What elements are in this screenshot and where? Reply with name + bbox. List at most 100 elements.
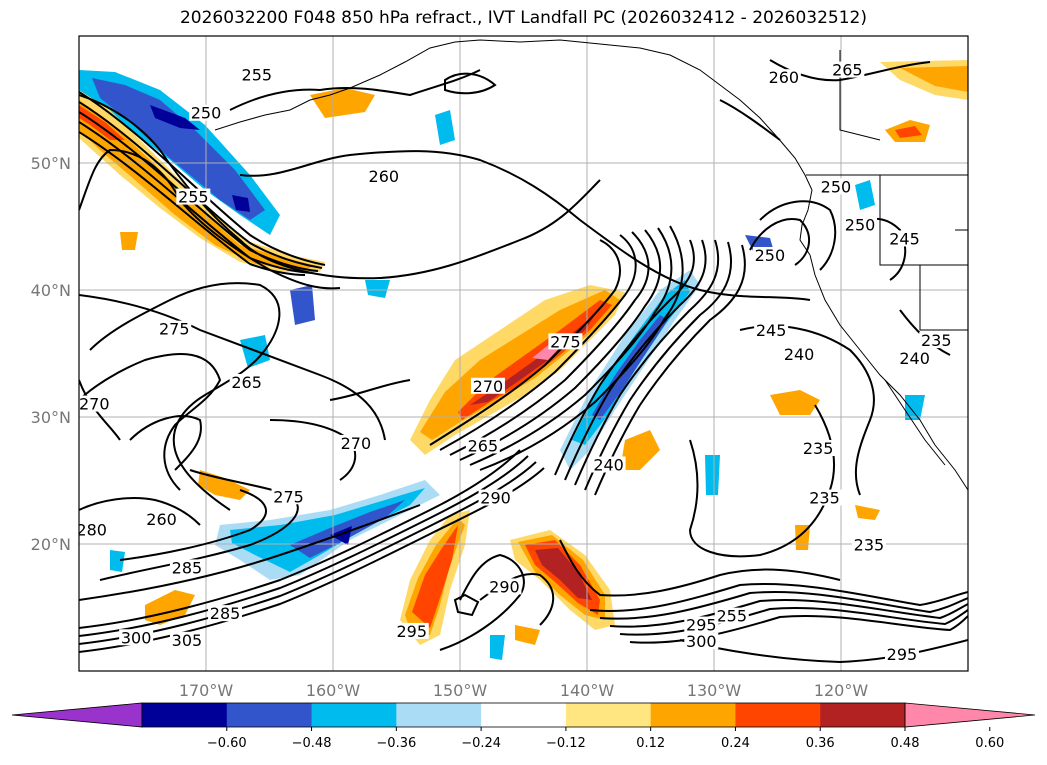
contour-label-bg [239, 66, 274, 83]
contour-line [89, 282, 281, 511]
contour-label: 275 [550, 332, 581, 351]
shade-negative [290, 285, 315, 325]
contour-label-bg [79, 521, 109, 538]
colorbar-segment [565, 703, 652, 727]
contour-line [688, 404, 836, 558]
contour-line [564, 239, 707, 481]
contour-line [79, 111, 319, 272]
contour-label: 260 [146, 510, 177, 529]
contour-label: 240 [899, 349, 930, 368]
contour-line [599, 591, 968, 620]
colorbar-tick-label: −0.48 [292, 736, 332, 751]
lon-tick-label: 170°W [179, 681, 234, 700]
contour-line [594, 244, 746, 496]
colorbar-segment [311, 703, 397, 727]
contour-line [79, 449, 521, 629]
chart-title: 2026032200 F048 850 hPa refract., IVT La… [179, 8, 867, 28]
axis-tick-labels: 170°W 160°W 150°W 140°W 130°W 120°W 20°N 30°N 40… [31, 154, 869, 700]
contour-label-bg [157, 320, 192, 337]
contour-label-bg [897, 349, 932, 366]
contour-line [719, 99, 781, 141]
contour-label-bg [176, 188, 211, 205]
coastline-baja [884, 379, 946, 466]
contour-label-bg [271, 488, 306, 505]
colorbar-tick-label: −0.24 [461, 736, 501, 751]
contour-line [129, 415, 202, 471]
colorbar-segment [735, 703, 821, 727]
colorbar-segment [142, 703, 228, 727]
contour-line [79, 121, 313, 274]
contour-label: 270 [79, 395, 110, 414]
contour-label-bg [366, 168, 401, 185]
contour-label: 235 [921, 331, 952, 350]
contour-label: 265 [468, 436, 499, 455]
contour-label-bg [684, 633, 719, 650]
contour-label: 245 [756, 321, 787, 340]
contour-label-bg [169, 631, 204, 648]
shade-negative [490, 635, 505, 660]
contour-label-bg [79, 395, 112, 412]
lon-tick-label: 120°W [814, 681, 869, 700]
shade-positive-core [535, 548, 592, 600]
contour-label-bg [752, 246, 787, 263]
contour-line [449, 231, 650, 456]
contour-label: 285 [210, 604, 241, 623]
shade-positive [145, 590, 195, 625]
map-frame [78, 35, 969, 672]
contour-label-bg [818, 178, 853, 195]
lat-tick-label: 20°N [31, 535, 71, 554]
contour-label: 270 [473, 377, 504, 396]
shade-negative [905, 395, 925, 420]
contour-label-bg [919, 332, 954, 349]
contour-label: 295 [396, 622, 427, 641]
contour-label-bg [338, 434, 373, 451]
contour-label-bg [119, 629, 154, 646]
contour-line [329, 379, 411, 401]
contour-line [679, 639, 968, 664]
shade-positive [855, 505, 880, 520]
shade-negative [365, 280, 390, 298]
contour-label-bg [189, 104, 223, 121]
shade-positive [620, 430, 660, 470]
contour-line [79, 294, 386, 441]
coastline-bc [799, 189, 813, 256]
contour-label: 250 [191, 104, 222, 123]
shade-negative [110, 550, 125, 572]
lon-tick-label: 150°W [433, 681, 488, 700]
colorbar-tick-label: 0.24 [721, 736, 750, 751]
contour-label-bg [830, 61, 865, 78]
contour-label: 305 [172, 631, 203, 650]
contour-label: 255 [178, 188, 209, 207]
contour-label-bg [591, 456, 626, 473]
contour-label: 275 [159, 320, 190, 339]
contour-label: 265 [231, 373, 262, 392]
lon-tick-label: 140°W [560, 681, 615, 700]
shade-negative [855, 180, 875, 210]
shade-negative-strong [92, 78, 265, 220]
shade-positive-strong [900, 66, 968, 92]
contour-label: 235 [854, 536, 885, 555]
map-content: 255 250 260 255 275 265 270 270 275 260 280 285 285 3… [79, 36, 968, 671]
contour-line [99, 469, 299, 581]
contour-line [439, 553, 525, 651]
contour-label-bg [478, 489, 513, 506]
contour-label: 295 [686, 616, 717, 635]
coastline-uswest [809, 254, 968, 491]
colorbar-segment [820, 703, 906, 727]
contour-label: 250 [755, 246, 786, 265]
contour-label-bg [851, 536, 886, 553]
contour-label: 260 [769, 68, 800, 87]
contour-line [79, 353, 222, 491]
contour-label: 265 [832, 61, 863, 80]
contour-label: 290 [489, 577, 520, 596]
shade-negative-core [150, 105, 200, 130]
contour-label: 295 [887, 645, 918, 664]
contour-line [79, 379, 121, 441]
contour-line [79, 504, 421, 601]
border-states [879, 175, 968, 331]
colorbar-segment [226, 703, 313, 727]
contour-label-bg [487, 578, 522, 595]
contour-label-bg [801, 440, 836, 457]
contour-labels: 255 250 260 255 275 265 270 270 275 260 280 285 285 3… [79, 61, 954, 664]
